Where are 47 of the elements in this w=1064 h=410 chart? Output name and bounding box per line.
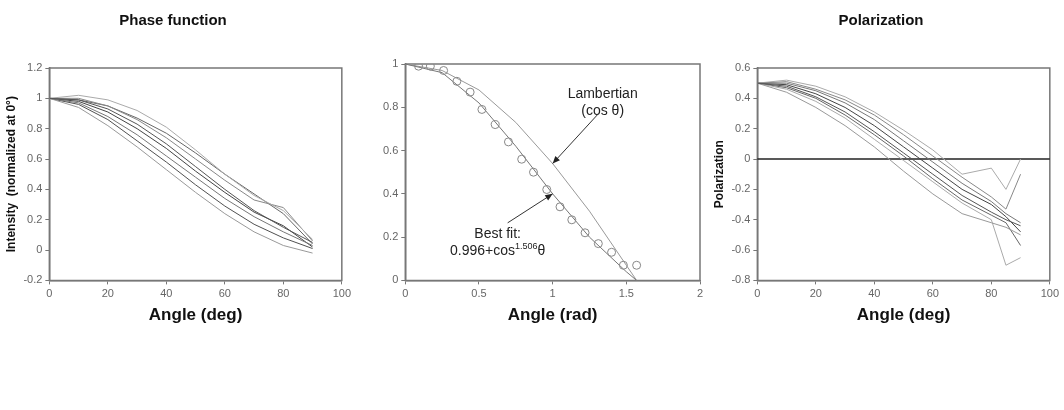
y-tick-label: 0.6	[382, 143, 399, 156]
x-tick-label: 0.5	[471, 287, 487, 300]
x-tick-label: 80	[985, 287, 998, 300]
y-tick-label: 0.2	[735, 121, 751, 134]
x-axis-title: Angle (deg)	[148, 305, 243, 325]
x-tick-label: 40	[160, 287, 173, 300]
x-tick-label: 0	[402, 287, 409, 300]
y-tick-label: 0.8	[382, 100, 399, 113]
y-tick-label: -0.2	[731, 182, 751, 195]
x-tick-label: 80	[277, 287, 290, 300]
x-tick-label: 0	[46, 287, 53, 300]
y-tick-label: 1.2	[27, 61, 43, 74]
x-tick-label: 0	[754, 287, 761, 300]
y-axis-title: Polarization	[711, 140, 726, 209]
x-tick-label: 20	[809, 287, 822, 300]
y-tick-label: -0.2	[23, 273, 43, 286]
y-tick-label: 0	[392, 273, 399, 286]
y-tick-label: 0.8	[27, 121, 43, 134]
annotation: Lambertian (cos θ)	[567, 84, 638, 118]
x-tick-label: 100	[332, 287, 351, 300]
chart-title: Phase function	[119, 11, 227, 29]
x-tick-label: 60	[926, 287, 939, 300]
x-tick-label: 60	[218, 287, 231, 300]
x-tick-label: 20	[101, 287, 114, 300]
y-tick-label: 1	[392, 57, 399, 70]
y-tick-label: -0.6	[731, 243, 751, 256]
y-tick-label: -0.4	[731, 212, 751, 225]
y-tick-label: 0.2	[27, 212, 43, 225]
x-tick-label: 1	[549, 287, 556, 300]
y-tick-label: 0.6	[735, 61, 751, 74]
y-tick-label: -0.8	[731, 273, 751, 286]
y-tick-label: 0	[36, 243, 43, 256]
chart-title: Polarization	[838, 11, 924, 29]
y-tick-label: 0	[744, 152, 751, 165]
x-axis-title: Angle (rad)	[507, 305, 598, 325]
y-tick-label: 0.6	[27, 152, 43, 165]
x-tick-label: 1.5	[618, 287, 634, 300]
y-tick-label: 1	[36, 91, 43, 104]
x-tick-label: 40	[868, 287, 881, 300]
x-tick-label: 2	[696, 287, 704, 300]
x-tick-label: 100	[1040, 287, 1059, 300]
y-tick-label: 0.4	[27, 182, 43, 195]
y-axis-title: Intensity (normalized at 0°)	[3, 96, 18, 253]
y-tick-label: 0.4	[382, 186, 399, 199]
y-tick-label: 0.2	[382, 230, 399, 243]
x-axis-title: Angle (deg)	[856, 305, 951, 325]
y-tick-label: 0.4	[735, 91, 751, 104]
